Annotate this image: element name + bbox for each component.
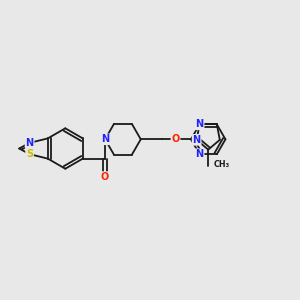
Text: O: O [101,172,109,182]
Text: N: N [196,149,204,159]
Text: O: O [171,134,180,144]
Text: N: N [101,134,109,144]
Text: N: N [26,138,34,148]
Text: N: N [196,119,204,129]
Text: S: S [26,149,33,159]
Text: N: N [193,135,201,145]
Text: CH₃: CH₃ [214,160,230,169]
